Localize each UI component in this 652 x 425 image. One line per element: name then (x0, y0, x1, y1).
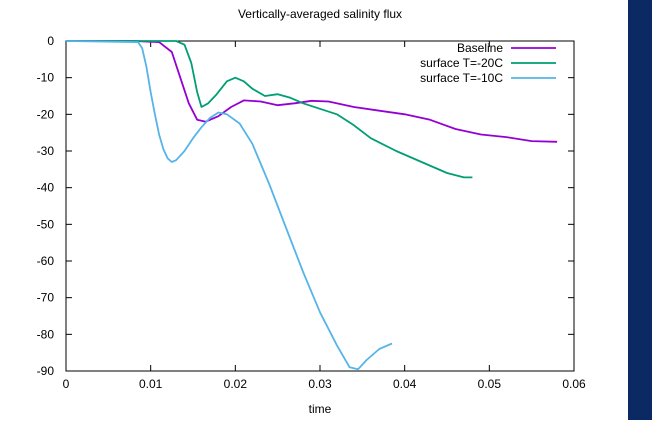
y-tick-label: 0 (47, 34, 54, 48)
y-tick-label: -50 (37, 217, 55, 231)
x-tick-label: 0.03 (308, 377, 332, 391)
y-tick-label: -10 (37, 71, 55, 85)
legend-label-3: surface T=-10C (420, 71, 503, 85)
chart-title: Vertically-averaged salinity flux (238, 7, 402, 21)
series-line-3 (65, 40, 393, 371)
y-tick-label: -20 (37, 107, 55, 121)
y-tick-label: -60 (37, 254, 55, 268)
x-tick-label: 0 (63, 377, 70, 391)
y-tick-label: -90 (37, 364, 55, 378)
x-tick-label: 0.01 (139, 377, 163, 391)
plot-border (65, 40, 575, 372)
series-line-2 (66, 40, 473, 179)
legend-label-2: surface T=-20C (420, 56, 503, 70)
x-tick-label: 0.02 (224, 377, 248, 391)
series-line-1 (66, 40, 558, 143)
x-tick-label: 0.05 (478, 377, 502, 391)
y-tick-label: -40 (37, 181, 55, 195)
y-tick-label: -30 (37, 144, 55, 158)
legend-label-1: Baseline (457, 41, 503, 55)
x-tick-label: 0.04 (393, 377, 417, 391)
x-tick-label: 0.06 (562, 377, 586, 391)
y-tick-label: -70 (37, 291, 55, 305)
side-panel-strip (628, 0, 652, 420)
x-axis-label: time (309, 402, 332, 416)
y-tick-label: -80 (37, 327, 55, 341)
